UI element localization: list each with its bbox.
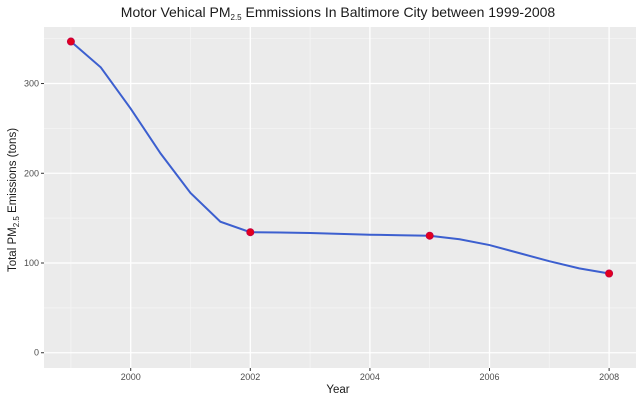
x-tick-label: 2008	[599, 372, 619, 382]
y-axis-title: Total PM2.5 Emissions (tons)	[7, 128, 21, 272]
y-tick-label: 200	[24, 168, 39, 178]
data-point	[66, 37, 75, 46]
plot-panel	[44, 27, 636, 368]
data-points	[66, 37, 614, 278]
data-point	[246, 228, 255, 237]
y-tick-label: 0	[34, 348, 39, 358]
x-tick-label: 2002	[240, 372, 260, 382]
y-axis-ticks: 0 100 200 300	[24, 79, 44, 358]
x-axis-title: Year	[326, 384, 349, 396]
data-point	[425, 231, 434, 240]
grid-lines	[44, 27, 636, 368]
y-tick-label: 100	[24, 258, 39, 268]
chart-title: Motor Vehical PM2.5 Emmissions In Baltim…	[121, 4, 556, 22]
y-tick-label: 300	[24, 79, 39, 89]
x-tick-label: 2000	[121, 372, 141, 382]
x-axis-ticks: 2000 2002 2004 2006 2008	[121, 368, 619, 382]
x-tick-label: 2004	[360, 372, 380, 382]
smoothed-line	[70, 40, 610, 275]
data-point	[605, 269, 614, 278]
x-tick-label: 2006	[479, 372, 499, 382]
